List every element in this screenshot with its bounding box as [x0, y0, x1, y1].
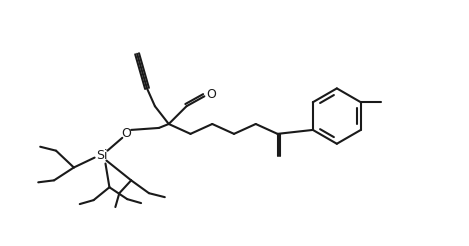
- Text: O: O: [206, 88, 216, 101]
- Text: Si: Si: [96, 149, 107, 162]
- Text: O: O: [121, 127, 131, 140]
